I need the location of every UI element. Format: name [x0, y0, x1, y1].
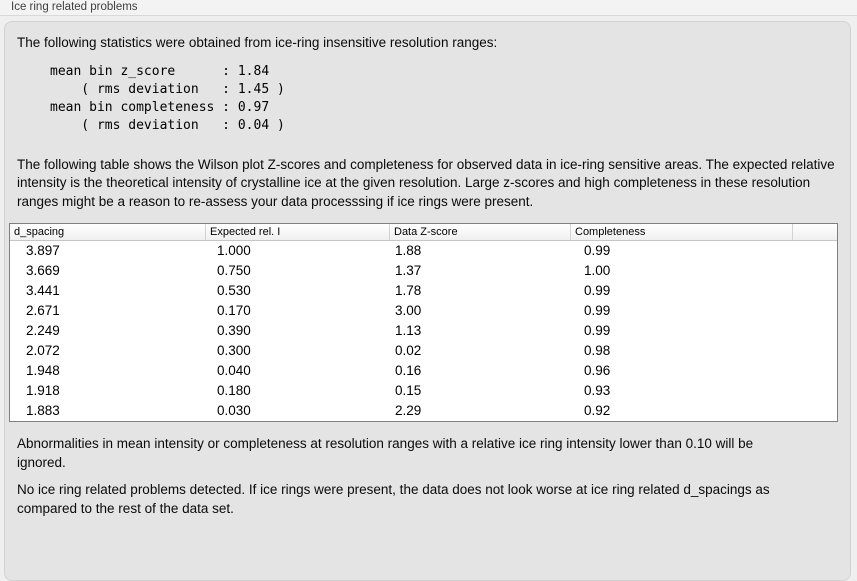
stats-line: mean bin z_score : 1.84	[50, 63, 270, 79]
table-cell: 0.390	[217, 323, 251, 338]
stats-line: ( rms deviation : 1.45 )	[50, 81, 285, 97]
table-cell: 0.300	[217, 343, 251, 358]
table-cell: 1.883	[26, 403, 60, 418]
ignore-note-text: Abnormalities in mean intensity or compl…	[17, 436, 754, 470]
table-cell: 1.78	[395, 283, 422, 298]
table-cell: 0.750	[217, 263, 251, 278]
column-header-d-spacing[interactable]: d_spacing	[14, 226, 65, 238]
table-cell: 1.37	[395, 263, 422, 278]
table-cell: 1.948	[26, 363, 60, 378]
table-cell: 0.92	[584, 403, 611, 418]
table-cell	[792, 321, 837, 341]
table-row[interactable]: 2.671 0.170 3.00 0.99	[10, 301, 837, 321]
table-cell	[792, 401, 837, 421]
table-cell: 1.88	[395, 243, 422, 258]
table-cell	[792, 361, 837, 381]
table-header-row: d_spacing Expected rel. I Data Z-score Comp…	[10, 224, 837, 241]
column-header-completeness[interactable]: Completeness	[570, 224, 792, 240]
ice-ring-panel: The following statistics were obtained f…	[4, 21, 851, 581]
table-row[interactable]: 2.249 0.390 1.13 0.99	[10, 321, 837, 341]
table-cell	[792, 301, 837, 321]
table-cell: 0.180	[217, 383, 251, 398]
table-row[interactable]: 3.897 1.000 1.88 0.99	[10, 241, 837, 261]
table-row[interactable]: 1.948 0.040 0.16 0.96	[10, 361, 837, 381]
stats-intro-text: The following statistics were obtained f…	[17, 35, 498, 50]
column-header-filler	[792, 224, 837, 240]
table-cell: 2.29	[395, 403, 422, 418]
table-cell: 0.040	[217, 363, 251, 378]
table-cell: 2.671	[26, 303, 60, 318]
table-cell: 1.918	[26, 383, 60, 398]
stats-block: mean bin z_score : 1.84 ( rms deviation …	[50, 63, 850, 135]
table-cell: 0.030	[217, 403, 251, 418]
table-description-text: The following table shows the Wilson plo…	[17, 156, 835, 209]
table-cell: 3.00	[395, 303, 422, 318]
table-row[interactable]: 3.441 0.530 1.78 0.99	[10, 281, 837, 301]
table-row[interactable]: 1.883 0.030 2.29 0.92	[10, 401, 837, 421]
table-cell: 0.16	[395, 363, 422, 378]
table-row[interactable]: 3.669 0.750 1.37 1.00	[10, 261, 837, 281]
table-cell: 0.99	[584, 283, 611, 298]
conclusion-text: No ice ring related problems detected. I…	[17, 482, 770, 516]
table-cell: 0.02	[395, 343, 422, 358]
ice-ring-table: d_spacing Expected rel. I Data Z-score Comp…	[9, 223, 838, 422]
table-cell: 0.99	[584, 303, 611, 318]
column-header-expected-rel-i[interactable]: Expected rel. I	[205, 224, 389, 240]
table-row[interactable]: 2.072 0.300 0.02 0.98	[10, 341, 837, 361]
table-cell	[792, 341, 837, 361]
table-cell: 0.96	[584, 363, 611, 378]
stats-line: mean bin completeness : 0.97	[50, 99, 270, 115]
table-cell: 3.669	[26, 263, 60, 278]
section-label: Ice ring related problems	[0, 0, 857, 16]
table-cell	[792, 281, 837, 301]
table-cell: 0.99	[584, 243, 611, 258]
table-cell: 2.249	[26, 323, 60, 338]
table-cell: 0.93	[584, 383, 611, 398]
table-cell: 1.13	[395, 323, 422, 338]
table-cell: 3.897	[26, 243, 60, 258]
table-cell: 0.15	[395, 383, 422, 398]
table-cell: 1.00	[584, 263, 611, 278]
table-cell	[792, 381, 837, 401]
table-cell: 0.99	[584, 323, 611, 338]
table-cell	[792, 261, 837, 281]
table-body: 3.897 1.000 1.88 0.99 3.669 0.750 1.37 1.00 3.44…	[10, 241, 837, 421]
table-cell: 0.530	[217, 283, 251, 298]
stats-line: ( rms deviation : 0.04 )	[50, 117, 285, 133]
table-cell: 3.441	[26, 283, 60, 298]
table-cell: 0.98	[584, 343, 611, 358]
table-cell: 2.072	[26, 343, 60, 358]
column-header-data-z-score[interactable]: Data Z-score	[389, 224, 570, 240]
table-cell	[792, 241, 837, 261]
table-cell: 1.000	[217, 243, 251, 258]
table-row[interactable]: 1.918 0.180 0.15 0.93	[10, 381, 837, 401]
table-cell: 0.170	[217, 303, 251, 318]
